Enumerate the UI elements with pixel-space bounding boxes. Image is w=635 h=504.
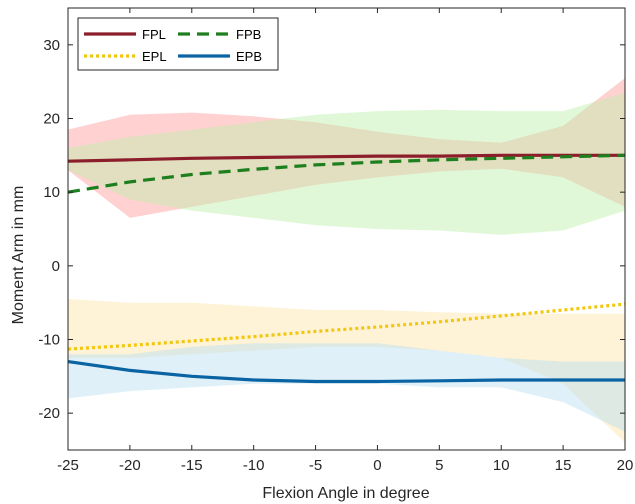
x-tick-label: -20 [119,457,141,474]
x-tick-label: 10 [493,457,510,474]
y-tick-label: -20 [38,405,60,422]
epb-band [68,343,625,432]
epb-legend-label: EPB [236,49,262,64]
legend: FPL FPB EPL EPB [77,17,279,71]
y-tick-label: 30 [43,37,60,54]
legend-box [77,17,279,71]
x-tick-label: -5 [309,457,322,474]
x-axis-label: Flexion Angle in degree [262,485,429,502]
tick-labels: -25 -20 -15 -10 -5 0 5 10 15 20 -20 -10 0 10 20 30 [38,37,633,474]
x-tick-label: 20 [617,457,634,474]
x-tick-label: 5 [435,457,443,474]
epl-band [68,299,625,443]
y-tick-label: 20 [43,111,60,128]
axes [67,7,626,451]
x-tick-label: 0 [373,457,381,474]
fpl-line [67,153,625,163]
fpl-band [68,78,625,218]
fpb-line [67,153,626,194]
y-tick-label: 0 [52,258,60,275]
x-tick-label: -25 [57,457,79,474]
y-axis-label: Moment Arm in mm [10,186,27,325]
fpb-legend-label: FPB [236,27,261,42]
epl-legend-label: EPL [142,49,167,64]
y-tick-label: 10 [43,184,60,201]
plot-frame [67,7,626,451]
x-tick-label: -10 [243,457,265,474]
fpl-legend-label: FPL [142,27,166,42]
series-lines [67,153,626,384]
x-tick-label: 15 [555,457,572,474]
epb-line [67,360,625,384]
confidence-bands [68,78,625,443]
y-tick-label: -10 [38,332,60,349]
fpb-band [68,92,625,235]
x-tick-label: -15 [181,457,203,474]
